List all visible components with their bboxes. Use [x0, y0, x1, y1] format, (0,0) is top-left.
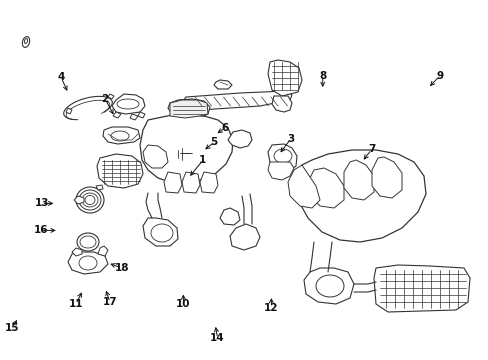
Polygon shape	[371, 157, 401, 198]
Polygon shape	[267, 144, 296, 172]
Ellipse shape	[82, 193, 98, 207]
Polygon shape	[295, 150, 425, 242]
Polygon shape	[200, 172, 218, 193]
Ellipse shape	[79, 256, 97, 270]
Polygon shape	[138, 112, 145, 118]
Ellipse shape	[80, 236, 96, 248]
Polygon shape	[373, 265, 469, 312]
Ellipse shape	[79, 190, 101, 210]
Text: 15: 15	[5, 323, 20, 333]
Polygon shape	[214, 80, 231, 89]
Polygon shape	[271, 96, 291, 112]
Ellipse shape	[76, 187, 104, 213]
Text: 3: 3	[287, 134, 294, 144]
Polygon shape	[142, 218, 178, 246]
Polygon shape	[168, 99, 209, 116]
Text: 8: 8	[319, 71, 325, 81]
Text: 18: 18	[115, 263, 129, 273]
Text: 13: 13	[34, 198, 49, 208]
Polygon shape	[182, 172, 200, 193]
Polygon shape	[307, 168, 343, 208]
Text: 4: 4	[57, 72, 65, 82]
Ellipse shape	[315, 275, 343, 297]
Ellipse shape	[273, 149, 291, 163]
Polygon shape	[96, 185, 103, 190]
Polygon shape	[227, 130, 251, 148]
Polygon shape	[163, 172, 182, 193]
Polygon shape	[142, 145, 168, 168]
Text: 6: 6	[221, 123, 228, 133]
Polygon shape	[72, 248, 82, 256]
Text: 7: 7	[367, 144, 375, 154]
Text: 12: 12	[264, 303, 278, 313]
Ellipse shape	[85, 195, 95, 204]
Text: 10: 10	[176, 299, 190, 309]
Ellipse shape	[77, 233, 99, 251]
Text: 5: 5	[210, 137, 217, 147]
Polygon shape	[229, 224, 260, 250]
Ellipse shape	[22, 37, 30, 48]
Ellipse shape	[111, 131, 129, 141]
Ellipse shape	[24, 39, 27, 44]
Polygon shape	[66, 108, 72, 114]
Polygon shape	[98, 246, 108, 256]
Polygon shape	[220, 208, 240, 225]
Polygon shape	[103, 127, 140, 144]
Text: 2: 2	[102, 94, 108, 104]
Ellipse shape	[151, 224, 173, 242]
Text: 11: 11	[68, 299, 83, 309]
Polygon shape	[97, 154, 142, 188]
Polygon shape	[113, 112, 121, 118]
Polygon shape	[140, 114, 232, 183]
Polygon shape	[304, 268, 353, 304]
Text: 1: 1	[199, 155, 206, 165]
Polygon shape	[74, 196, 84, 204]
Text: 9: 9	[436, 71, 443, 81]
Polygon shape	[267, 60, 302, 96]
Polygon shape	[170, 100, 207, 118]
Polygon shape	[287, 165, 319, 208]
Polygon shape	[68, 252, 108, 274]
Polygon shape	[267, 162, 293, 180]
Polygon shape	[343, 160, 373, 200]
Text: 17: 17	[102, 297, 117, 307]
Polygon shape	[108, 94, 114, 99]
Ellipse shape	[117, 99, 139, 109]
Polygon shape	[112, 94, 145, 114]
Polygon shape	[183, 91, 291, 110]
Text: 16: 16	[33, 225, 48, 235]
Text: 14: 14	[210, 333, 224, 343]
Polygon shape	[130, 114, 138, 120]
